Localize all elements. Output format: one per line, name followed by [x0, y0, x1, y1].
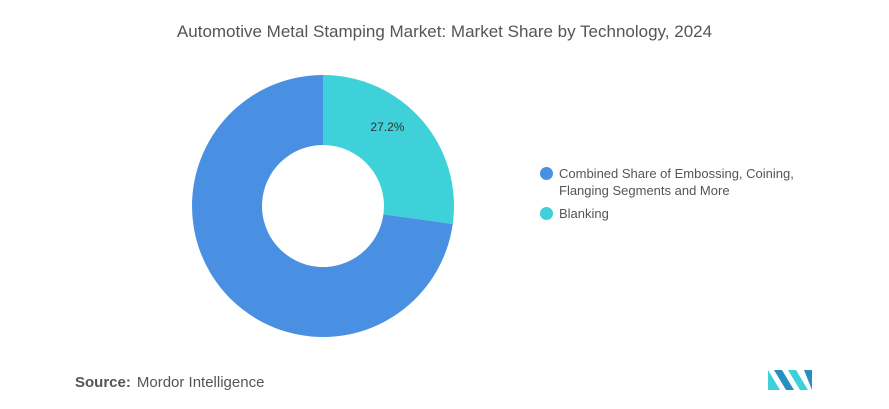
chart-legend: Combined Share of Embossing, Coining, Fl… [540, 165, 840, 228]
slice-combined [192, 75, 453, 338]
legend-swatch-combined [540, 167, 553, 180]
slice-blanking [323, 75, 455, 225]
source-value: Mordor Intelligence [136, 374, 265, 391]
legend-label-blanking: Blanking [559, 206, 609, 221]
legend-item-combined: Combined Share of Embossing, Coining, Fl… [540, 165, 840, 199]
data-label-blanking: 27.2% [370, 120, 404, 134]
legend-swatch-blanking [540, 207, 553, 220]
mordor-logo-icon [768, 370, 812, 390]
source-label: Source: [75, 374, 131, 391]
source-note: Source: Mordor Intelligence [75, 374, 264, 391]
legend-item-blanking: Blanking [540, 205, 840, 222]
chart-title: Automotive Metal Stamping Market: Market… [176, 22, 713, 41]
legend-label-combined: Combined Share of Embossing, Coining, Fl… [559, 166, 794, 198]
